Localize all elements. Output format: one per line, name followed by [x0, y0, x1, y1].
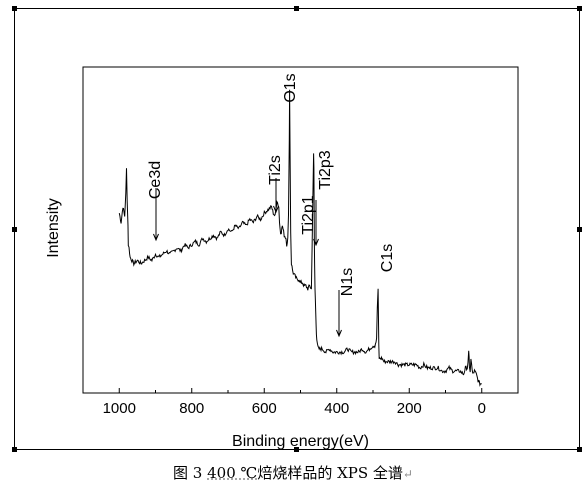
- caption-prefix: 图 3: [173, 464, 208, 482]
- peak-label-o1s: O1s: [282, 73, 299, 102]
- series-group: [118, 89, 482, 387]
- peak-label-ce3d: Ce3d: [147, 161, 164, 199]
- resize-handle-top-left[interactable]: [12, 6, 17, 11]
- peak-label-c1s: C1s: [379, 244, 396, 272]
- resize-handle-bottom-left[interactable]: [12, 447, 17, 452]
- resize-handle-top-center[interactable]: [294, 6, 299, 11]
- x-tick-label: 600: [252, 400, 277, 417]
- x-axis-label: Binding energy(eV): [232, 433, 369, 450]
- peak-label-ti2s: Ti2s: [267, 155, 284, 185]
- resize-handle-middle-right[interactable]: [577, 227, 582, 232]
- peak-label-ti2p1: Ti2p1: [300, 195, 317, 235]
- caption-text: 焙烧样品的 XPS 全谱: [257, 464, 403, 482]
- arrow-head-icon: [273, 205, 279, 214]
- arrow-head-icon: [313, 238, 319, 247]
- x-axis-ticks: 1000 800 600 400 200 0: [103, 388, 486, 417]
- resize-handle-top-right[interactable]: [577, 6, 582, 11]
- peak-label-n1s: N1s: [339, 268, 356, 296]
- caption-temperature: 400 ℃: [207, 464, 258, 482]
- resize-handle-bottom-center[interactable]: [294, 447, 299, 452]
- x-tick-label: 800: [179, 400, 204, 417]
- resize-handle-middle-left[interactable]: [12, 227, 17, 232]
- x-tick-label: 400: [324, 400, 349, 417]
- x-tick-label: 200: [397, 400, 422, 417]
- paragraph-mark-icon: ↵: [402, 467, 413, 481]
- resize-handle-bottom-right[interactable]: [577, 447, 582, 452]
- xps-spectrum-line: [118, 89, 482, 387]
- x-tick-label: 1000: [103, 400, 136, 417]
- figure-caption: 图 3 400 ℃焙烧样品的 XPS 全谱↵: [0, 462, 586, 483]
- arrow-head-icon: [153, 233, 159, 242]
- x-tick-label: 0: [478, 400, 486, 417]
- arrow-head-icon: [336, 329, 342, 338]
- y-axis-label: Intensity: [45, 198, 62, 258]
- peak-label-ti2p3: Ti2p3: [317, 150, 334, 190]
